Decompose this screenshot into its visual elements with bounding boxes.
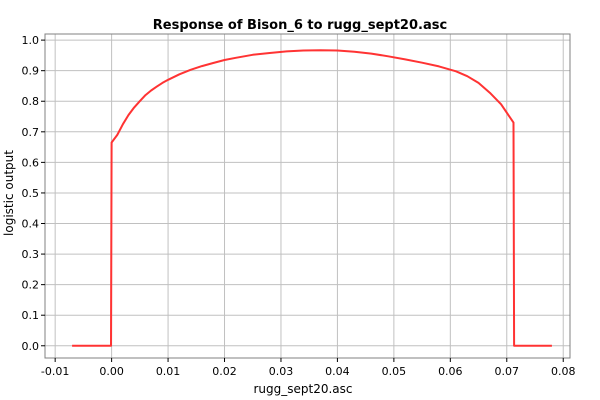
x-axis-label: rugg_sept20.asc — [253, 382, 352, 396]
series-layer — [72, 49, 552, 347]
y-tick-label: 0.4 — [22, 218, 40, 231]
x-tick-label: 0.06 — [438, 365, 463, 378]
y-tick-label: 0.6 — [22, 156, 40, 169]
x-tick-label: 0.03 — [269, 365, 294, 378]
x-tick-label: 0.08 — [551, 365, 576, 378]
x-tick-label: 0.01 — [156, 365, 181, 378]
y-tick-label: 0.9 — [22, 65, 40, 78]
y-tick-label: 0.8 — [22, 95, 40, 108]
x-tick-label: 0.04 — [325, 365, 350, 378]
y-tick-label: 0.5 — [22, 187, 40, 200]
chart-title: Response of Bison_6 to rugg_sept20.asc — [153, 18, 447, 33]
x-tick-label: 0.02 — [212, 365, 237, 378]
plot-frame — [44, 33, 571, 359]
x-tick-label: -0.01 — [41, 365, 69, 378]
x-tick-label: 0.00 — [99, 365, 124, 378]
y-tick-label: 1.0 — [22, 34, 40, 47]
y-tick-label: 0.7 — [22, 126, 40, 139]
y-tick-label: 0.0 — [22, 340, 40, 353]
response-curve-line — [72, 49, 552, 347]
x-tick-label: 0.05 — [382, 365, 407, 378]
y-axis-label: logistic output — [2, 150, 16, 236]
y-tick-label: 0.2 — [22, 279, 40, 292]
grid-layer — [45, 34, 570, 358]
y-tick-label: 0.3 — [22, 248, 40, 261]
x-tick-label: 0.07 — [495, 365, 520, 378]
tick-layer: -0.01 0.00 0.01 0.02 0.03 0.04 0.05 0.06 0.07 0.0… — [22, 34, 576, 378]
y-tick-label: 0.1 — [22, 309, 40, 322]
